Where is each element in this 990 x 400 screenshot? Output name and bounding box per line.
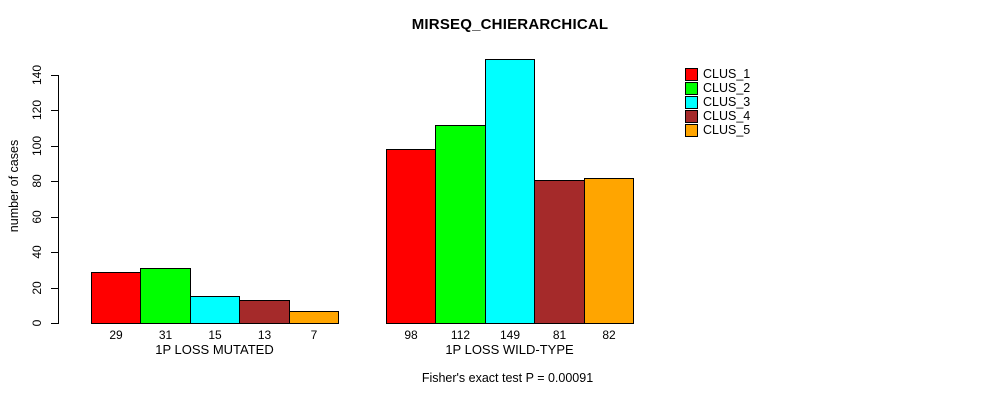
stat-footer: Fisher's exact test P = 0.00091	[421, 371, 594, 385]
y-axis-tick-label: 60	[30, 210, 44, 224]
x-group-label: 1P LOSS WILD-TYPE	[445, 342, 574, 357]
legend-swatch	[685, 81, 698, 95]
y-axis-tick	[51, 288, 58, 289]
bar-value-label: 82	[602, 328, 616, 342]
bar	[386, 149, 436, 324]
bar	[485, 59, 535, 324]
y-axis-tick-label: 0	[30, 319, 44, 327]
y-axis-tick-label: 100	[30, 135, 44, 157]
legend-label: CLUS_2	[703, 81, 751, 95]
legend-item: CLUS_4	[685, 109, 750, 123]
bar	[584, 178, 634, 324]
legend-label: CLUS_3	[703, 95, 751, 109]
legend-item: CLUS_5	[685, 123, 750, 137]
y-axis-tick-label: 20	[30, 281, 44, 295]
bar-value-label: 112	[450, 328, 471, 342]
y-axis-tick	[51, 252, 58, 253]
legend-item: CLUS_3	[685, 95, 750, 109]
bar	[190, 296, 240, 324]
bar-value-label: 31	[158, 328, 173, 342]
y-axis-tick-label: 120	[30, 99, 44, 121]
y-axis-label: number of cases	[7, 139, 21, 233]
legend-label: CLUS_5	[703, 123, 751, 137]
y-axis-tick-label: 80	[30, 174, 44, 188]
bar	[140, 268, 191, 324]
y-axis-tick-label: 40	[30, 245, 44, 259]
legend-swatch	[685, 123, 698, 137]
bar	[534, 180, 585, 324]
bar	[239, 300, 290, 324]
bar-value-label: 7	[310, 328, 318, 342]
bar-value-label: 29	[109, 328, 123, 342]
y-axis-line	[58, 75, 59, 324]
legend-label: CLUS_4	[703, 109, 751, 123]
y-axis-tick	[51, 146, 58, 147]
bar	[435, 125, 486, 324]
bar-value-label: 98	[404, 328, 418, 342]
legend-swatch	[685, 67, 698, 81]
y-axis-tick-label: 140	[30, 64, 44, 86]
y-axis-tick	[51, 75, 58, 76]
y-axis-tick	[51, 110, 58, 111]
legend-swatch	[685, 109, 698, 123]
bar	[91, 272, 141, 324]
legend-label: CLUS_1	[703, 67, 751, 81]
legend-item: CLUS_1	[685, 67, 750, 81]
bar-value-label: 149	[499, 328, 521, 342]
bar-value-label: 13	[257, 328, 272, 342]
chart-title: MIRSEQ_CHIERARCHICAL	[411, 16, 609, 33]
x-group-label: 1P LOSS MUTATED	[155, 342, 274, 357]
y-axis-tick	[51, 217, 58, 218]
bar-value-label: 81	[552, 328, 567, 342]
legend-swatch	[685, 95, 698, 109]
bar-value-label: 15	[208, 328, 222, 342]
bar	[289, 311, 339, 324]
y-axis-tick	[51, 181, 58, 182]
legend-item: CLUS_2	[685, 81, 750, 95]
y-axis-tick	[51, 323, 58, 324]
